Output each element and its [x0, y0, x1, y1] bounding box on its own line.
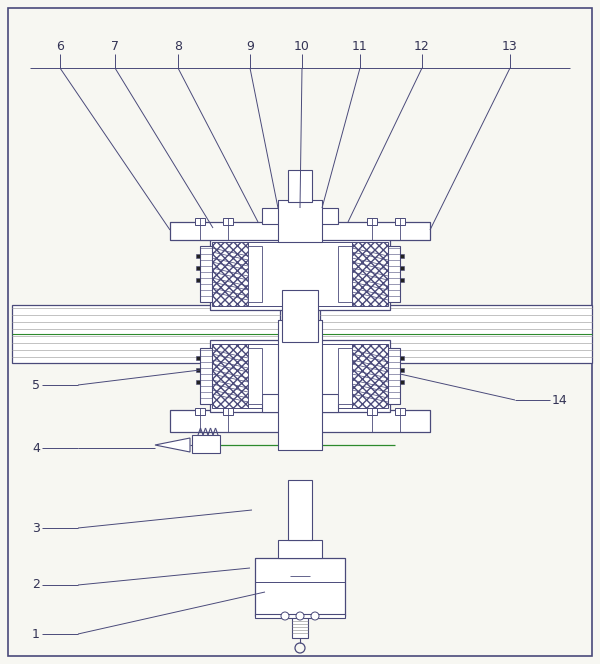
Bar — [223, 408, 233, 415]
Bar — [400, 356, 404, 360]
Bar — [212, 242, 248, 306]
Text: 1: 1 — [32, 627, 40, 641]
Text: 10: 10 — [294, 39, 310, 52]
Bar — [367, 218, 377, 225]
Bar — [200, 348, 212, 404]
Bar — [255, 614, 345, 618]
Bar — [192, 435, 220, 453]
Bar — [262, 394, 338, 412]
Bar — [196, 356, 200, 360]
Text: 5: 5 — [32, 378, 40, 392]
Text: 11: 11 — [352, 39, 368, 52]
Bar — [306, 208, 338, 224]
Bar — [210, 238, 390, 310]
Text: 13: 13 — [502, 39, 518, 52]
Bar — [292, 616, 308, 638]
Bar — [320, 305, 592, 363]
Bar — [200, 246, 212, 302]
Text: 8: 8 — [174, 39, 182, 52]
Bar — [278, 540, 322, 558]
Bar — [338, 348, 352, 404]
Bar — [352, 344, 388, 408]
Bar — [255, 558, 269, 616]
Bar — [196, 278, 200, 282]
Text: 9: 9 — [246, 39, 254, 52]
Bar — [248, 348, 262, 404]
Text: 3: 3 — [32, 521, 40, 535]
Bar — [400, 254, 404, 258]
Text: 7: 7 — [111, 39, 119, 52]
Bar — [278, 320, 322, 450]
Bar — [248, 242, 352, 306]
Bar — [262, 208, 294, 224]
Bar — [288, 480, 312, 540]
Bar — [255, 558, 345, 616]
Circle shape — [311, 612, 319, 620]
Circle shape — [281, 612, 289, 620]
Bar — [367, 408, 377, 415]
Circle shape — [296, 612, 304, 620]
Bar — [338, 246, 352, 302]
Text: 2: 2 — [32, 578, 40, 592]
Bar — [278, 200, 322, 242]
Polygon shape — [155, 438, 190, 452]
Bar — [210, 238, 390, 310]
Bar — [262, 394, 338, 412]
Bar — [248, 344, 352, 408]
Bar — [288, 170, 312, 202]
Bar — [195, 408, 205, 415]
Bar — [196, 254, 200, 258]
Bar — [388, 348, 400, 404]
Bar — [196, 266, 200, 270]
Bar — [170, 410, 430, 432]
Bar — [395, 218, 405, 225]
Text: 12: 12 — [414, 39, 430, 52]
Bar — [282, 290, 318, 342]
Text: 14: 14 — [552, 394, 568, 406]
Bar — [248, 246, 262, 302]
Bar — [278, 320, 322, 450]
Bar — [196, 440, 216, 448]
Bar — [210, 340, 390, 412]
Bar — [388, 246, 400, 302]
Bar — [170, 410, 430, 432]
Bar — [196, 368, 200, 372]
Text: 4: 4 — [32, 442, 40, 454]
Bar — [210, 340, 390, 412]
Bar — [400, 380, 404, 384]
Bar — [331, 558, 345, 616]
Bar — [400, 278, 404, 282]
Bar — [12, 305, 280, 363]
Bar — [212, 344, 248, 408]
Text: 6: 6 — [56, 39, 64, 52]
Bar — [400, 266, 404, 270]
Bar — [400, 368, 404, 372]
Bar — [195, 218, 205, 225]
Bar — [170, 222, 430, 240]
Bar — [223, 218, 233, 225]
Bar — [278, 200, 322, 242]
Circle shape — [296, 525, 304, 531]
Bar — [395, 408, 405, 415]
Bar — [352, 242, 388, 306]
Bar — [196, 380, 200, 384]
Bar — [170, 222, 430, 240]
